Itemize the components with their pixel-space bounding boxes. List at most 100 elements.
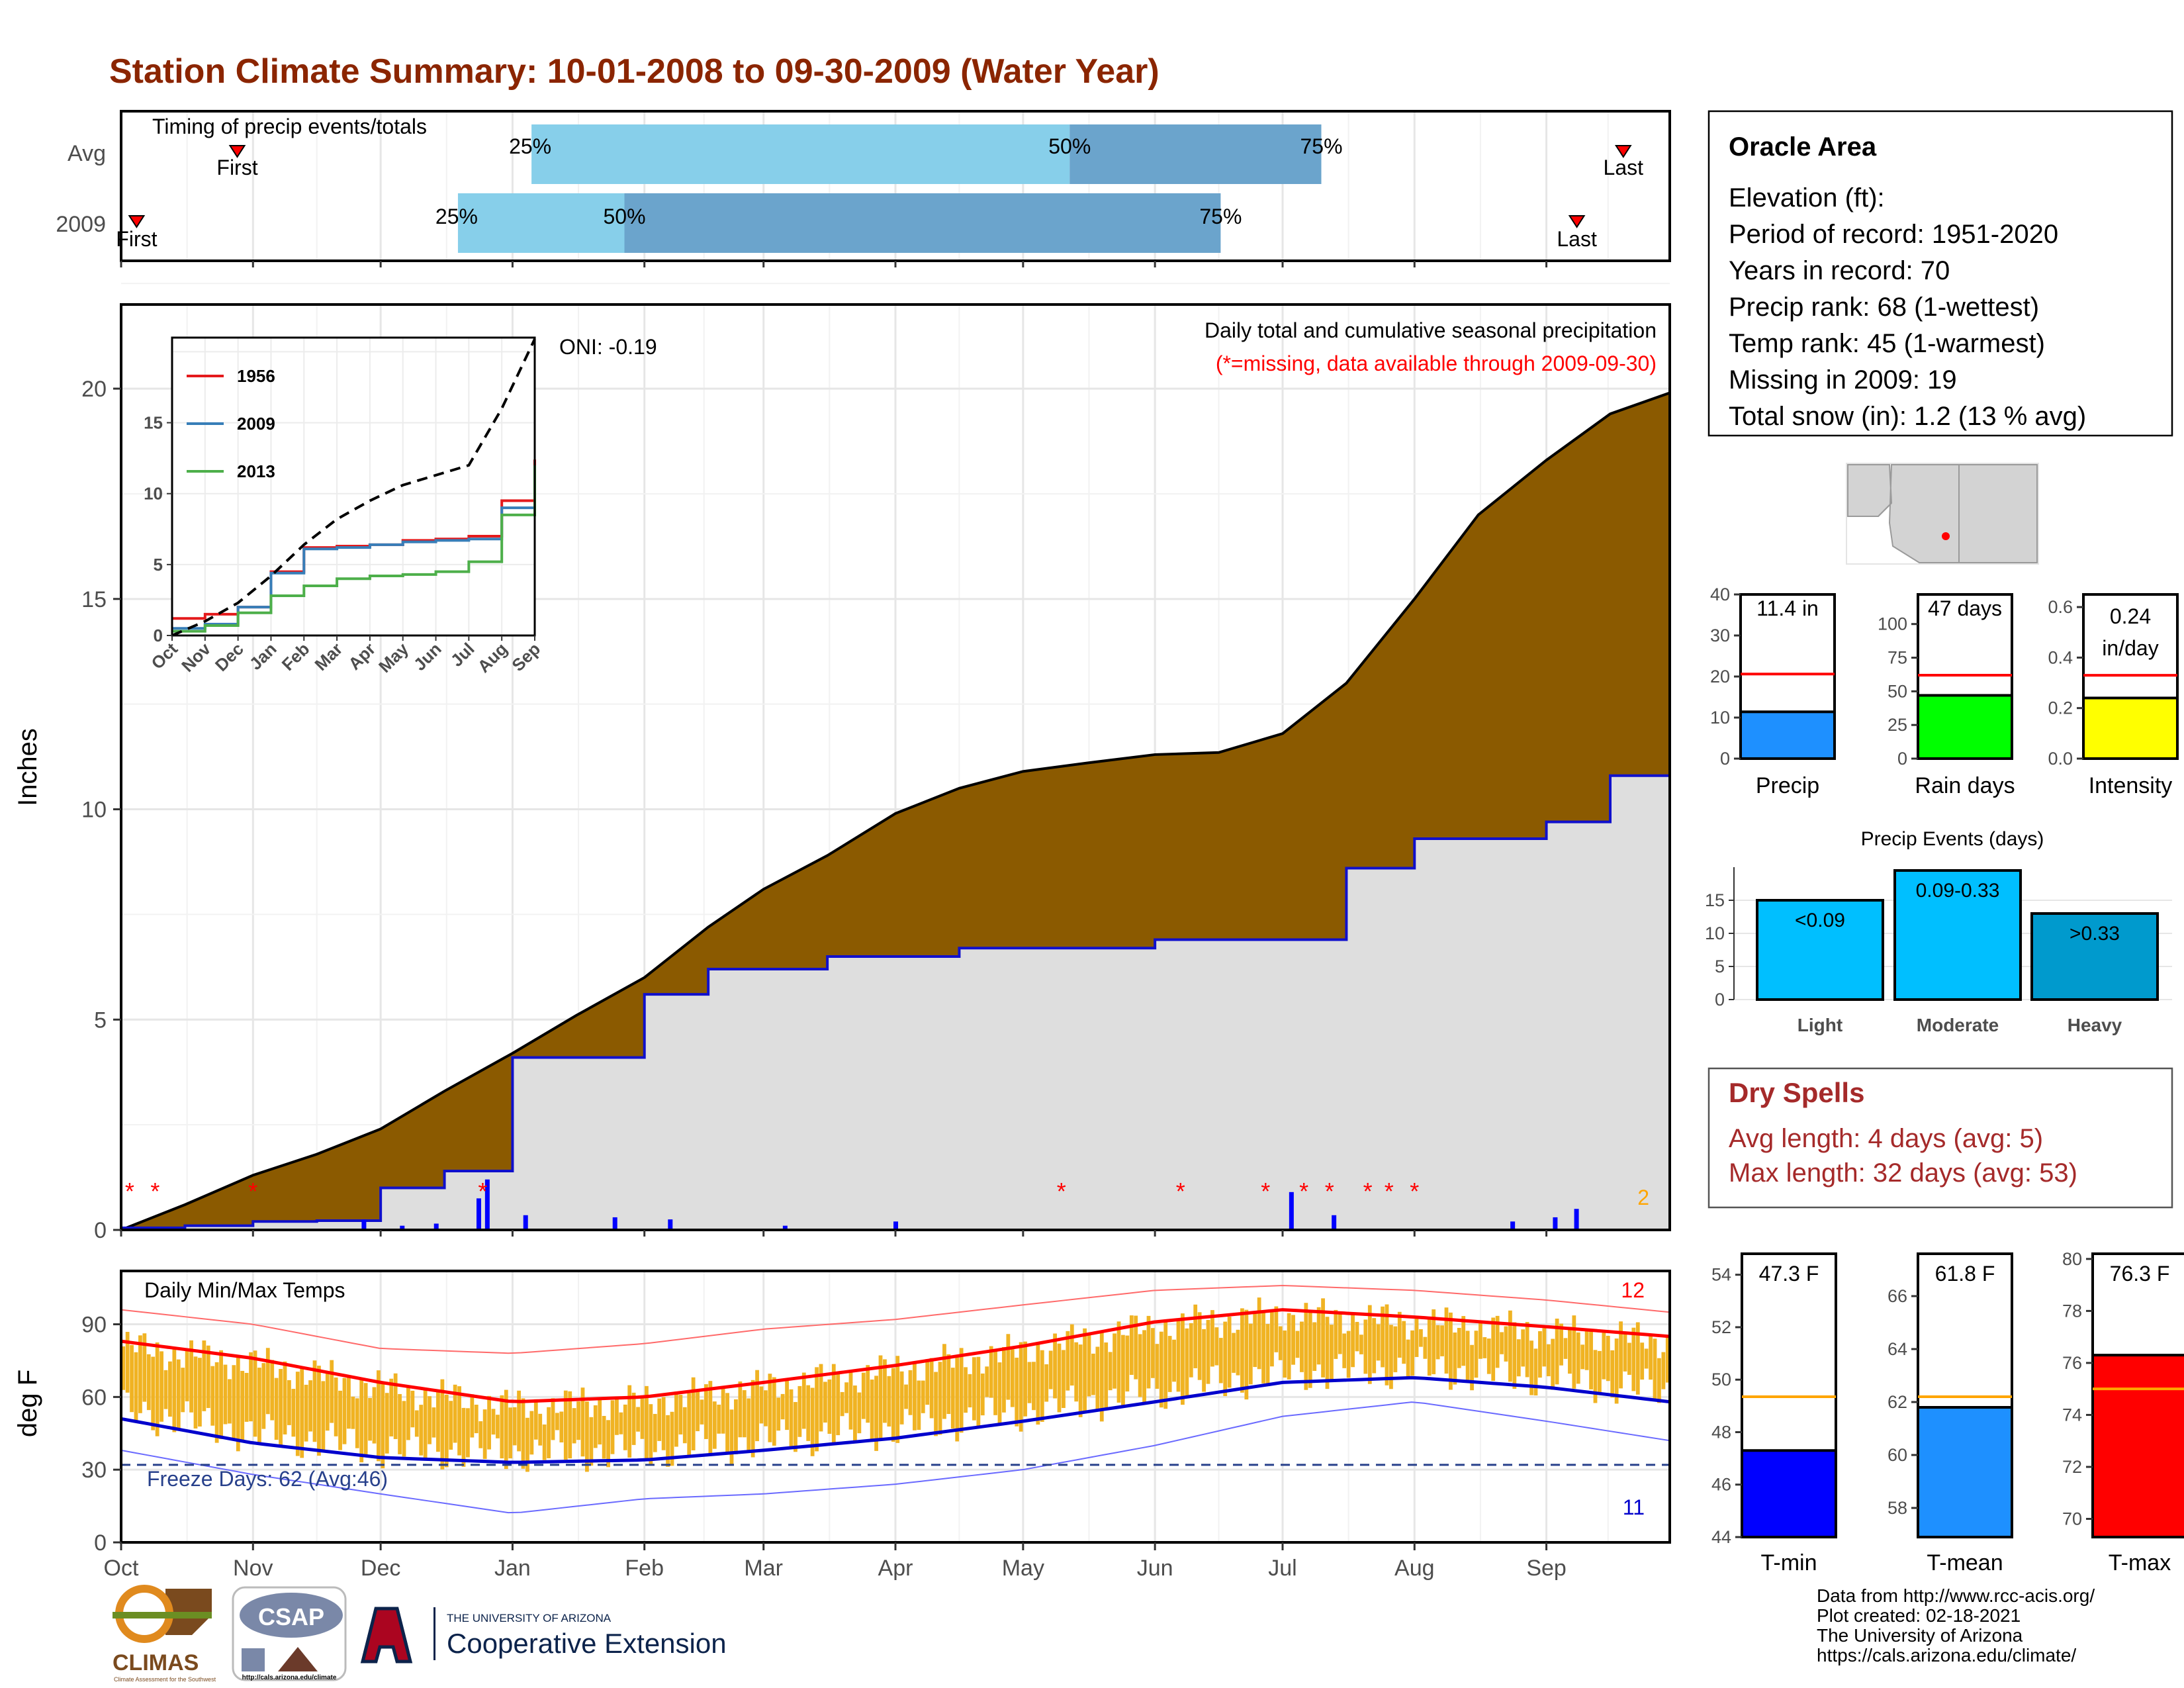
temp-day-bar-172	[853, 1385, 857, 1442]
temp-day-bar-281	[1316, 1307, 1321, 1365]
temp-day-bar-41	[295, 1372, 300, 1456]
logo-ua-extension: THE UNIVERSITY OF ARIZONA Cooperative Ex…	[360, 1607, 727, 1664]
temp-day-bar-363	[1665, 1335, 1670, 1383]
temp-day-bar-308	[1432, 1309, 1436, 1374]
temp-day-bar-359	[1649, 1333, 1653, 1380]
temp-day-bar-145	[738, 1381, 743, 1438]
temp-day-bar-78	[453, 1384, 457, 1443]
precip-stat-ticklabel-2-2: 0.4	[2048, 647, 2073, 667]
temp-day-bar-46	[317, 1366, 321, 1456]
temp-day-bar-343	[1580, 1344, 1585, 1370]
temp-day-bar-266	[1253, 1312, 1257, 1368]
temp-day-bar-273	[1283, 1330, 1287, 1378]
temp-day-bar-45	[312, 1360, 317, 1442]
temp-day-bar-208	[1006, 1334, 1011, 1400]
precip-daily-bar-1	[400, 1225, 405, 1230]
temp-day-bar-288	[1346, 1331, 1351, 1378]
temp-day-bar-295	[1376, 1324, 1381, 1361]
temp-day-bar-286	[1338, 1313, 1342, 1354]
precip-daily-bar-3	[477, 1198, 481, 1230]
credit-line-2: The University of Arizona	[1817, 1625, 2023, 1646]
csap-cloud	[240, 1593, 343, 1638]
events-bar-label-1: Moderate	[1917, 1015, 1999, 1035]
temp-day-bar-346	[1593, 1350, 1598, 1403]
credits-block: Data from http://www.rcc-acis.org/Plot c…	[1817, 1585, 2095, 1665]
temp-day-bar-127	[661, 1397, 666, 1450]
month-tick-label-9: Jul	[1268, 1556, 1297, 1581]
temp-day-bar-341	[1572, 1315, 1576, 1389]
precip-stat-label-1: Rain days	[1915, 773, 2015, 798]
month-tick-label-11: Sep	[1526, 1556, 1567, 1581]
timing-last-label-1: Last	[1557, 227, 1597, 251]
temp-day-bar-14	[181, 1368, 185, 1413]
temp-day-bar-30	[249, 1352, 253, 1422]
climas-logo-bar	[113, 1612, 212, 1618]
temp-day-bar-342	[1576, 1332, 1580, 1384]
temp-day-bar-227	[1087, 1334, 1091, 1397]
precip-missing-star-2: *	[248, 1178, 257, 1205]
precip-events-title: Precip Events (days)	[1861, 828, 2044, 850]
temp-day-bar-290	[1355, 1321, 1359, 1352]
info-line-1: Period of record: 1951-2020	[1729, 220, 2058, 249]
temp-day-bar-349	[1606, 1335, 1610, 1382]
temp-day-bar-274	[1287, 1313, 1291, 1380]
temp-day-bar-160	[801, 1372, 806, 1429]
temp-day-bar-157	[789, 1389, 794, 1450]
precip-missing-star-6: *	[1261, 1178, 1270, 1205]
temp-day-bar-35	[270, 1360, 275, 1421]
temp-day-bar-340	[1568, 1327, 1572, 1374]
temp-day-bar-119	[627, 1385, 632, 1458]
month-tick-label-7: May	[1002, 1556, 1044, 1581]
temp-stat-ticklabel-1-0: 58	[1888, 1498, 1907, 1518]
temp-day-bar-300	[1397, 1311, 1402, 1358]
logo-climas: CLIMAS Climate Assessment for the Southw…	[113, 1585, 216, 1683]
temp-day-bar-254	[1202, 1329, 1206, 1392]
events-bar-range-1: 0.09-0.33	[1916, 880, 2000, 902]
temp-day-bar-312	[1449, 1312, 1453, 1390]
precip-missing-markers: * * * * * * * * * * * *	[125, 1178, 1419, 1205]
temp-day-bar-34	[265, 1348, 270, 1415]
temp-stat-ticklabel-0-3: 50	[1711, 1370, 1731, 1389]
temp-day-bar-223	[1069, 1324, 1074, 1386]
precip-stat-value-unit-2: in/day	[2102, 636, 2158, 660]
temp-day-bar-246	[1167, 1336, 1172, 1392]
precip-stat-value-2: 0.24	[2110, 604, 2151, 628]
temp-day-bar-81	[466, 1408, 470, 1458]
dry-spells-box: Dry Spells Avg length: 4 days (avg: 5) M…	[1707, 1067, 2173, 1209]
temp-y-axis: 0 30 60 90	[81, 1313, 121, 1556]
temp-day-bar-83	[474, 1405, 478, 1434]
temp-day-bar-74	[436, 1391, 440, 1452]
temp-day-bar-284	[1330, 1325, 1334, 1380]
temp-day-bar-55	[355, 1398, 359, 1448]
temp-day-bar-62	[385, 1393, 389, 1454]
temp-day-bar-196	[955, 1354, 960, 1442]
precip-ytick-label-1: 5	[94, 1008, 107, 1033]
temp-day-bar-61	[381, 1381, 385, 1469]
temp-day-bar-109	[585, 1401, 589, 1472]
temp-day-bar-245	[1163, 1321, 1168, 1409]
precip-stat-ticklabel-0-4: 40	[1710, 585, 1730, 604]
temp-day-bar-218	[1048, 1350, 1053, 1389]
temp-day-bar-52	[342, 1378, 347, 1444]
temp-day-bar-136	[700, 1399, 704, 1425]
temp-stat-ticklabel-1-4: 66	[1888, 1286, 1907, 1306]
temp-day-bar-317	[1470, 1344, 1474, 1391]
events-ticklabel-0: 0	[1715, 990, 1725, 1009]
precip-daily-bar-7	[668, 1219, 673, 1230]
temp-day-bar-21	[210, 1366, 215, 1426]
station-info-lines: Elevation (ft): Period of record: 1951-20…	[1729, 183, 2086, 431]
precip-2009-cumulative-area	[121, 750, 1670, 1230]
temp-stat-bar-0	[1741, 1449, 1837, 1538]
inset-legend-label-1: 2009	[237, 414, 275, 434]
temp-day-bar-37	[279, 1368, 283, 1447]
timing-first-marker-0	[228, 145, 246, 158]
temp-day-bar-190	[929, 1358, 934, 1419]
temp-day-bar-322	[1491, 1317, 1496, 1382]
temp-day-bar-117	[619, 1412, 623, 1434]
precip-stat-bar-1	[1917, 694, 2013, 760]
temp-day-bar-104	[563, 1390, 568, 1460]
temp-day-bar-2	[130, 1344, 134, 1413]
temp-day-bar-361	[1657, 1358, 1661, 1403]
temp-day-bar-306	[1423, 1336, 1428, 1359]
